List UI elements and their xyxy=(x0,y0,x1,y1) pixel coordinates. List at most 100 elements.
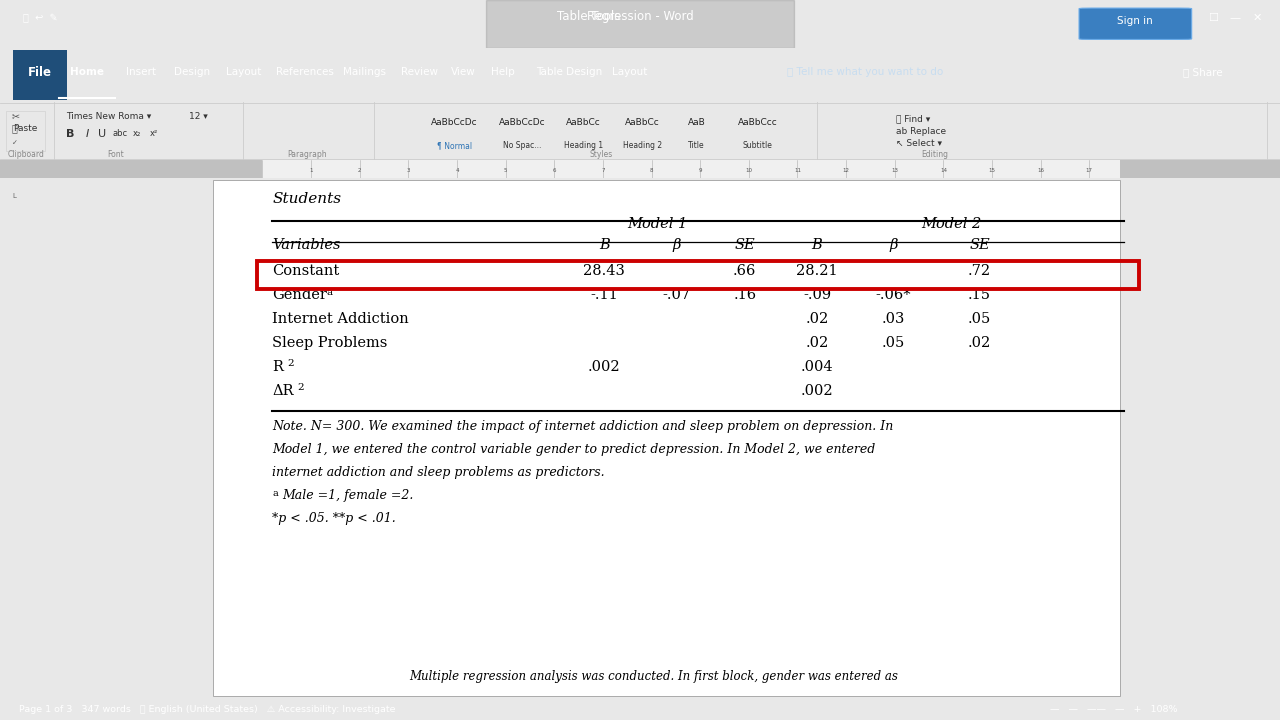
Text: Mailings: Mailings xyxy=(343,67,387,77)
Text: ¶ Normal: ¶ Normal xyxy=(436,141,472,150)
Text: 9: 9 xyxy=(699,168,701,173)
Text: 8: 8 xyxy=(650,168,653,173)
Text: 3: 3 xyxy=(407,168,410,173)
Text: Page 1 of 3   347 words   🗣 English (United States)   ⚠ Accessibility: Investiga: Page 1 of 3 347 words 🗣 English (United … xyxy=(19,705,396,714)
Text: ⎙  ↩  ✎: ⎙ ↩ ✎ xyxy=(23,13,58,23)
Text: Review: Review xyxy=(402,67,438,77)
FancyBboxPatch shape xyxy=(214,181,1120,696)
Text: Internet Addiction: Internet Addiction xyxy=(273,312,410,325)
Text: 11: 11 xyxy=(794,168,801,173)
Text: 16: 16 xyxy=(1037,168,1044,173)
Bar xyxy=(0,160,262,178)
Text: B: B xyxy=(599,238,609,252)
Text: 4: 4 xyxy=(456,168,458,173)
Text: -.06*: -.06* xyxy=(876,288,911,302)
Text: internet addiction and sleep problems as predictors.: internet addiction and sleep problems as… xyxy=(273,466,605,479)
Text: File: File xyxy=(28,66,51,78)
Text: No Spac...: No Spac... xyxy=(503,141,541,150)
Text: 🔍 Find ▾: 🔍 Find ▾ xyxy=(896,114,931,123)
Text: —: — xyxy=(1230,13,1240,23)
Text: x₂: x₂ xyxy=(133,130,141,138)
Text: Constant: Constant xyxy=(273,264,339,278)
Text: 28.43: 28.43 xyxy=(584,264,625,278)
Text: AaBbCcDc: AaBbCcDc xyxy=(499,118,545,127)
Text: x²: x² xyxy=(150,130,157,138)
Text: 2: 2 xyxy=(358,168,361,173)
Text: ΔR: ΔR xyxy=(273,384,294,397)
Text: .05: .05 xyxy=(882,336,905,350)
Text: .15: .15 xyxy=(968,288,991,302)
Text: Model 1: Model 1 xyxy=(627,217,687,231)
Text: Sleep Problems: Sleep Problems xyxy=(273,336,388,350)
Text: Layout: Layout xyxy=(225,67,261,77)
Text: Layout: Layout xyxy=(612,67,648,77)
Text: Table Design: Table Design xyxy=(536,67,603,77)
Text: B: B xyxy=(67,129,74,139)
Text: .002: .002 xyxy=(588,359,621,374)
Text: AaB: AaB xyxy=(687,118,705,127)
Bar xyxy=(262,160,1120,178)
Bar xyxy=(1120,160,1280,178)
FancyBboxPatch shape xyxy=(13,50,67,100)
Text: 🔍 Tell me what you want to do: 🔍 Tell me what you want to do xyxy=(787,67,943,77)
Text: .02: .02 xyxy=(968,336,991,350)
Text: Note. N= 300. We examined the impact of internet addiction and sleep problem on : Note. N= 300. We examined the impact of … xyxy=(273,420,893,433)
Text: Subtitle: Subtitle xyxy=(742,141,773,150)
Text: B: B xyxy=(812,238,823,252)
Text: Clipboard: Clipboard xyxy=(8,150,44,158)
Text: .004: .004 xyxy=(801,359,833,374)
Text: ⎘: ⎘ xyxy=(12,123,18,133)
Text: β: β xyxy=(890,238,899,252)
Text: β: β xyxy=(672,238,681,252)
Text: Paste: Paste xyxy=(13,124,38,132)
Text: Font: Font xyxy=(106,150,124,158)
Text: Students: Students xyxy=(273,192,342,207)
Text: Styles: Styles xyxy=(590,150,613,158)
Text: ↖ Select ▾: ↖ Select ▾ xyxy=(896,139,942,148)
Text: Table Tools: Table Tools xyxy=(557,10,621,23)
Text: 6: 6 xyxy=(553,168,556,173)
Text: 12: 12 xyxy=(842,168,850,173)
Text: .002: .002 xyxy=(801,384,833,397)
Text: ✓: ✓ xyxy=(12,140,18,145)
Text: 12 ▾: 12 ▾ xyxy=(189,112,207,121)
Text: AaBbCcc: AaBbCcc xyxy=(737,118,778,127)
Text: SE: SE xyxy=(735,238,755,252)
Text: ✕: ✕ xyxy=(1252,13,1262,23)
Text: AaBbCc: AaBbCc xyxy=(625,118,660,127)
Text: Paragraph: Paragraph xyxy=(288,150,326,158)
Text: 10: 10 xyxy=(745,168,753,173)
Text: ☐: ☐ xyxy=(1208,13,1219,23)
Text: I: I xyxy=(86,129,88,139)
Text: Variables: Variables xyxy=(273,238,340,252)
Text: 15: 15 xyxy=(988,168,996,173)
Text: Model 2: Model 2 xyxy=(922,217,982,231)
Text: -.11: -.11 xyxy=(590,288,618,302)
Text: Model 1, we entered the control variable gender to predict depression. In Model : Model 1, we entered the control variable… xyxy=(273,443,876,456)
Text: Multiple regression analysis was conducted. In first block, gender was entered a: Multiple regression analysis was conduct… xyxy=(410,670,899,683)
Text: Editing: Editing xyxy=(920,150,948,158)
Text: Design: Design xyxy=(174,67,210,77)
Text: -.09: -.09 xyxy=(803,288,831,302)
Text: 7: 7 xyxy=(602,168,604,173)
Text: U: U xyxy=(99,129,106,139)
Text: abc: abc xyxy=(113,130,128,138)
Text: Title: Title xyxy=(689,141,704,150)
Text: .72: .72 xyxy=(968,264,991,278)
Text: Male =1, female =2.: Male =1, female =2. xyxy=(283,489,413,502)
Text: .66: .66 xyxy=(733,264,756,278)
Text: SE: SE xyxy=(969,238,989,252)
Text: Sign in: Sign in xyxy=(1117,17,1153,27)
Text: a: a xyxy=(326,287,333,297)
Text: AaBbCcDc: AaBbCcDc xyxy=(431,118,477,127)
Bar xyxy=(486,0,794,48)
Text: ab Replace: ab Replace xyxy=(896,127,946,135)
Text: Regression - Word: Regression - Word xyxy=(586,10,694,23)
Text: —   —   ——   —   +   108%: — — —— — + 108% xyxy=(1050,705,1178,714)
Text: Help: Help xyxy=(492,67,515,77)
Text: 👤 Share: 👤 Share xyxy=(1183,67,1222,77)
Text: 2: 2 xyxy=(297,383,303,392)
Text: Heading 1: Heading 1 xyxy=(564,141,603,150)
Text: 14: 14 xyxy=(940,168,947,173)
Text: Heading 2: Heading 2 xyxy=(623,141,662,150)
